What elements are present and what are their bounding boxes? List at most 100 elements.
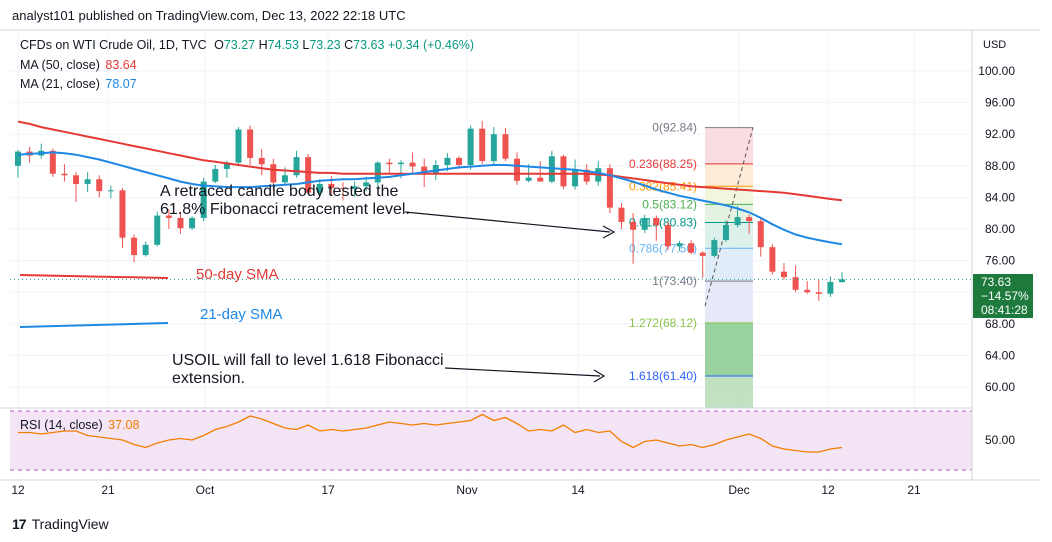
- candle-body: [235, 129, 242, 163]
- ma50-callout-label: 50-day SMA: [196, 266, 279, 283]
- candle-body: [769, 247, 776, 272]
- symbol-name[interactable]: CFDs on WTI Crude Oil, 1D, TVC: [20, 38, 207, 52]
- annotation-arrow: [404, 211, 611, 233]
- candle-body: [479, 128, 486, 162]
- candle-body: [815, 292, 822, 294]
- candle-body: [339, 187, 346, 189]
- candle-body: [154, 215, 161, 245]
- candle-body: [328, 183, 335, 188]
- candle-body: [96, 179, 103, 192]
- candle-body: [200, 181, 207, 218]
- open-label: O: [214, 38, 224, 52]
- candle-body: [711, 240, 718, 256]
- rsi-value: 37.08: [108, 418, 140, 432]
- grid-lines: [10, 30, 972, 474]
- tradingview-brand[interactable]: 17 TradingView: [12, 516, 109, 532]
- time-tick-label: Oct: [196, 483, 215, 497]
- annotation-retracement-line1: A retraced candle body tested the: [160, 183, 398, 200]
- candle-body: [281, 175, 288, 183]
- fib-level-label: 1.618(61.40): [629, 369, 697, 383]
- price-tick-label: 60.00: [985, 380, 1015, 394]
- candle-body: [618, 207, 625, 222]
- low-label: L: [302, 38, 310, 52]
- fibonacci-tool[interactable]: 0(92.84) 0.236(88.25) 0.382(85.41) 0.5(83.1…: [629, 121, 754, 408]
- candle-body: [804, 289, 811, 293]
- change-value: +0.34 (+0.46%): [387, 38, 475, 52]
- fib-level-label: 0.236(88.25): [629, 157, 697, 171]
- low-value: 73.23: [309, 38, 341, 52]
- price-tick-label: 88.00: [985, 159, 1015, 173]
- annotation-extension-line2: extension.: [172, 370, 245, 387]
- rsi-legend[interactable]: RSI (14, close) 37.08: [20, 418, 139, 432]
- time-tick-label: 21: [101, 483, 115, 497]
- ma50-value: 83.64: [105, 58, 137, 72]
- price-tick-label: 84.00: [985, 190, 1015, 204]
- fib-trend-line: [704, 127, 754, 307]
- candlesticks: [15, 120, 845, 301]
- ma21-legend[interactable]: MA (21, close) 78.07: [20, 77, 137, 91]
- open-value: 73.27: [223, 38, 256, 52]
- tradingview-logo-icon: 17: [12, 516, 27, 532]
- candle-body: [270, 164, 277, 183]
- candle-body: [432, 165, 439, 174]
- ma21-label: MA (21, close): [20, 77, 100, 91]
- candle-body: [386, 162, 393, 165]
- candle-body: [839, 279, 845, 283]
- candle-body: [223, 162, 230, 169]
- candle-body: [409, 162, 416, 167]
- candle-body: [247, 129, 254, 158]
- ma21-line: [17, 151, 843, 246]
- candle-body: [734, 217, 741, 226]
- last-price-tag: 73.63 −14.57% 08:41:28: [973, 274, 1033, 318]
- candle-body: [664, 225, 671, 247]
- fib-zone: [705, 163, 753, 187]
- candle-body: [49, 150, 56, 174]
- ma50-line: [17, 120, 843, 202]
- time-tick-label: 12: [821, 483, 835, 497]
- time-tick-label: Dec: [728, 483, 749, 497]
- candle-body: [258, 157, 265, 165]
- annotation-arrow: [444, 367, 601, 377]
- fib-zone: [705, 127, 753, 164]
- candle-body: [792, 277, 799, 290]
- time-tick-label: 12: [11, 483, 25, 497]
- bar-countdown: 08:41:28: [981, 303, 1028, 317]
- candle-body: [525, 177, 532, 181]
- candle-body: [676, 243, 683, 247]
- symbol-legend: CFDs on WTI Crude Oil, 1D, TVC O73.27 H7…: [20, 38, 474, 52]
- publisher-line: analyst101 published on TradingView.com,…: [12, 8, 406, 23]
- annotation-retracement-line2: 61.8% Fibonacci retracement level.: [160, 201, 410, 218]
- fib-zone: [705, 186, 753, 205]
- candle-body: [165, 215, 172, 218]
- candle-body: [351, 186, 358, 189]
- candle-body: [444, 157, 451, 166]
- fib-zone: [705, 375, 753, 408]
- price-tick-label: 96.00: [985, 96, 1015, 110]
- candle-body: [305, 157, 312, 193]
- candle-body: [84, 179, 91, 184]
- moving-averages: [10, 120, 972, 280]
- candle-body: [374, 162, 381, 183]
- ma50-legend[interactable]: MA (50, close) 83.64: [20, 58, 137, 72]
- candle-body: [630, 221, 637, 230]
- rsi-pane: 50.00: [10, 410, 1015, 471]
- candle-body: [467, 128, 474, 166]
- candle-body: [142, 244, 149, 256]
- fib-level-label: 0.382(85.41): [629, 179, 697, 193]
- candle-body: [641, 217, 648, 230]
- candle-body: [189, 217, 196, 229]
- candle-body: [107, 190, 114, 192]
- candle-body: [73, 175, 80, 184]
- candle-body: [397, 162, 404, 165]
- price-tick-label: 100.00: [978, 64, 1015, 78]
- high-value: 74.53: [267, 38, 299, 52]
- close-value: 73.63: [353, 38, 385, 52]
- fib-level-label: 1.272(68.12): [629, 316, 697, 330]
- price-tick-label: 80.00: [985, 222, 1015, 236]
- candle-body: [572, 169, 579, 187]
- fib-level-label: 0(92.84): [652, 121, 697, 135]
- candle-body: [177, 217, 184, 229]
- rsi-line: [18, 413, 843, 453]
- candle-body: [514, 158, 521, 181]
